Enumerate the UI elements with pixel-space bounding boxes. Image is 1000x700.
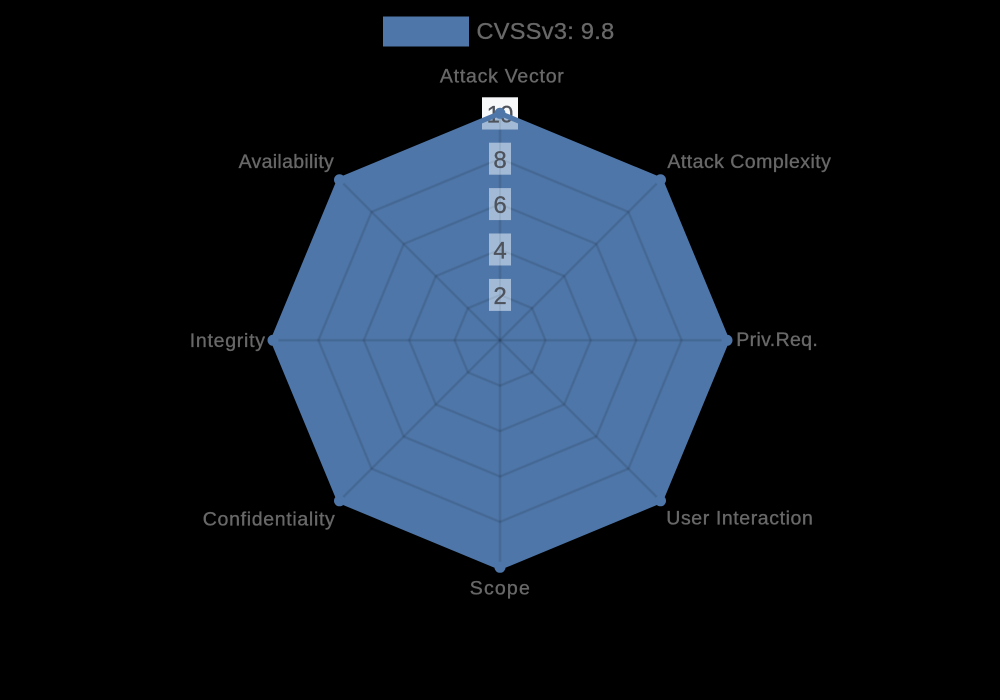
svg-text:User Interaction: User Interaction [666,508,813,530]
svg-text:6: 6 [493,192,506,219]
svg-text:4: 4 [493,238,506,265]
svg-text:Attack Vector: Attack Vector [440,65,564,87]
svg-text:Confidentiality: Confidentiality [203,508,335,530]
svg-text:CVSSv3: 9.8: CVSSv3: 9.8 [477,18,615,44]
svg-text:Attack Complexity: Attack Complexity [667,151,831,173]
svg-text:8: 8 [493,147,506,174]
svg-text:Scope: Scope [470,578,530,600]
svg-text:Integrity: Integrity [190,330,266,352]
svg-text:Availability: Availability [239,151,334,173]
svg-text:2: 2 [493,283,506,310]
svg-text:Priv.Req.: Priv.Req. [736,329,818,351]
